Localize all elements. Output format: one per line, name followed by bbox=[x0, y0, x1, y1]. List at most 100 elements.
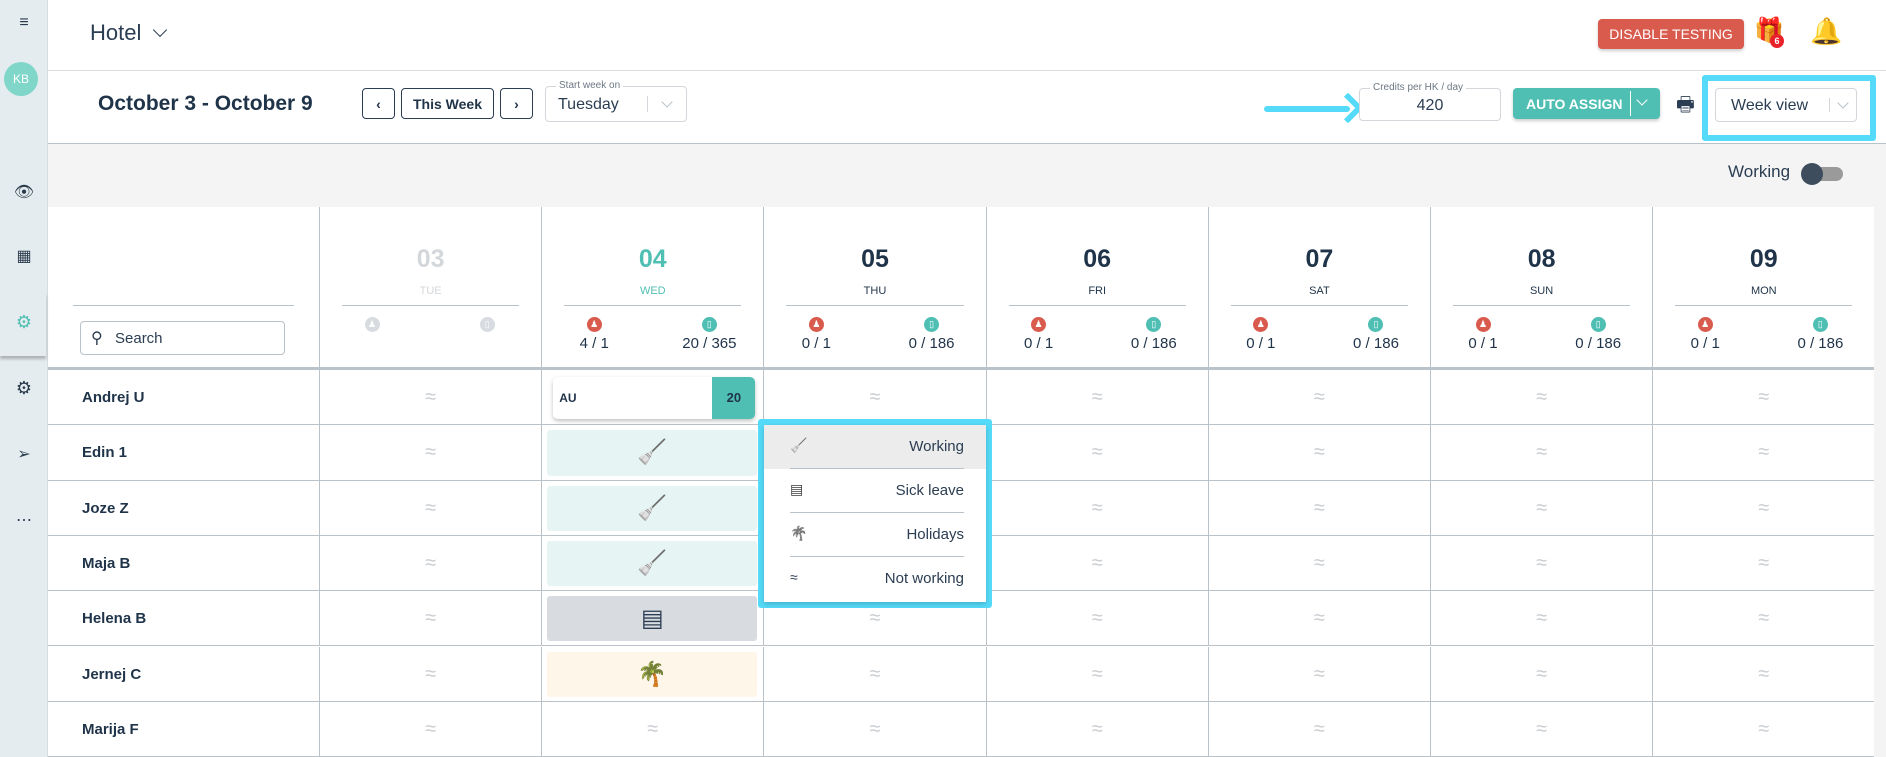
disable-testing-button[interactable]: DISABLE TESTING bbox=[1598, 19, 1744, 49]
rooms-stat: ▯ 0 / 186 bbox=[1780, 317, 1860, 352]
schedule-cell[interactable]: ≈ bbox=[1207, 480, 1430, 536]
search-input[interactable]: ⚲ Search bbox=[80, 321, 285, 355]
working-block[interactable]: 🧹 bbox=[547, 540, 758, 587]
room-icon: ▯ bbox=[1146, 317, 1162, 332]
schedule-cell[interactable]: ≈ bbox=[1207, 701, 1430, 757]
printer-icon[interactable]: 🖶 bbox=[1676, 94, 1695, 116]
divider bbox=[1675, 305, 1853, 306]
credits-per-hk-input[interactable]: Credits per HK / day 420 bbox=[1359, 82, 1501, 121]
top-bar: Hotel DISABLE TESTING 🎁 6 🔔 bbox=[48, 0, 1886, 71]
schedule-cell[interactable]: ≈ bbox=[763, 591, 985, 647]
schedule-cell[interactable]: 🧹 bbox=[541, 535, 763, 592]
table-row: Andrej U ≈ AU 20 ≈ ≈ ≈ ≈ ≈ bbox=[48, 370, 1874, 426]
schedule-cell[interactable]: ≈ bbox=[1652, 535, 1874, 592]
employee-name: Joze Z bbox=[82, 499, 129, 517]
status-option-holidays[interactable]: 🌴 Holidays bbox=[764, 513, 986, 557]
chevron-down-icon[interactable] bbox=[1636, 94, 1648, 106]
next-week-button[interactable]: › bbox=[500, 88, 533, 119]
assignment-card[interactable]: AU 20 bbox=[553, 377, 756, 419]
housekeeper-icon: ♟ bbox=[1697, 317, 1713, 332]
schedule-cell[interactable]: ≈ bbox=[1207, 535, 1430, 592]
schedule-cell[interactable]: ≈ bbox=[1652, 425, 1874, 481]
schedule-cell[interactable]: ≈ bbox=[763, 701, 985, 757]
schedule-cell[interactable]: ≈ bbox=[985, 480, 1208, 536]
schedule-cell[interactable]: ≈ bbox=[985, 535, 1208, 592]
schedule-cell[interactable]: ≈ bbox=[1652, 370, 1874, 426]
this-week-button[interactable]: This Week bbox=[401, 88, 494, 119]
schedule-cell[interactable]: 🧹 bbox=[541, 425, 763, 481]
avatar[interactable]: KB bbox=[4, 62, 38, 96]
schedule-cell[interactable]: ≈ bbox=[1652, 591, 1874, 647]
working-filter-label: Working bbox=[1728, 162, 1791, 181]
schedule-cell[interactable]: AU 20 bbox=[541, 370, 763, 426]
gift-box-icon[interactable]: 🎁 6 bbox=[1754, 17, 1784, 48]
sick-leave-block[interactable]: ▤ bbox=[547, 596, 758, 642]
not-working-icon: ≈ bbox=[1758, 496, 1770, 519]
not-working-icon: ≈ bbox=[425, 386, 437, 409]
schedule-cell[interactable]: ≈ bbox=[1430, 591, 1652, 647]
schedule-cell[interactable]: ≈ bbox=[1652, 701, 1874, 757]
status-option-not-working[interactable]: ≈ Not working bbox=[764, 557, 986, 601]
menu-icon[interactable]: ≡ bbox=[19, 14, 29, 31]
not-working-icon: ≈ bbox=[647, 717, 659, 740]
settings-icon[interactable]: ⚙ bbox=[15, 378, 33, 398]
schedule-cell[interactable]: ≈ bbox=[1430, 370, 1652, 426]
send-icon[interactable]: ➢ bbox=[17, 446, 31, 463]
settings-icon-active[interactable]: ⚙ bbox=[15, 312, 33, 332]
schedule-cell[interactable]: ≈ bbox=[985, 701, 1208, 757]
more-icon[interactable]: ⋯ bbox=[16, 512, 32, 529]
divider bbox=[1630, 91, 1631, 116]
schedule-cell[interactable]: ≈ bbox=[319, 646, 541, 702]
schedule-cell[interactable]: ≈ bbox=[985, 646, 1208, 702]
schedule-cell[interactable]: ≈ bbox=[319, 425, 541, 481]
eye-icon[interactable]: 👁 bbox=[13, 184, 35, 201]
start-week-select[interactable]: Start week on Tuesday bbox=[545, 80, 687, 122]
schedule-cell[interactable]: ≈ bbox=[1652, 646, 1874, 702]
holiday-block[interactable]: 🌴 bbox=[547, 651, 758, 697]
schedule-cell[interactable]: ≈ bbox=[1430, 535, 1652, 592]
working-toggle[interactable] bbox=[1801, 163, 1843, 185]
schedule-cell[interactable]: ≈ bbox=[1430, 480, 1652, 536]
property-selector[interactable]: Hotel bbox=[90, 20, 168, 46]
auto-assign-button[interactable]: AUTO ASSIGN bbox=[1513, 88, 1660, 119]
view-select[interactable]: Week view bbox=[1715, 88, 1857, 122]
day-header-04: 04 WED ♟ 4 / 1 ▯ 20 / 365 bbox=[541, 207, 764, 370]
schedule-cell[interactable]: ≈ bbox=[985, 370, 1208, 426]
schedule-cell[interactable]: ≈ bbox=[319, 591, 541, 647]
status-option-sick-leave[interactable]: ▤ Sick leave bbox=[764, 469, 986, 513]
working-block[interactable]: 🧹 bbox=[547, 430, 758, 476]
building-icon[interactable]: ▦ bbox=[16, 248, 32, 265]
schedule-cell[interactable]: ≈ bbox=[763, 646, 985, 702]
schedule-cell[interactable]: ≈ bbox=[319, 480, 541, 536]
schedule-cell[interactable]: ≈ bbox=[1207, 646, 1430, 702]
sidebar-active-item[interactable] bbox=[0, 293, 46, 356]
status-option-working[interactable]: 🧹 Working bbox=[764, 425, 986, 469]
schedule-cell[interactable]: ≈ bbox=[1207, 591, 1430, 647]
start-week-value: Tuesday bbox=[558, 96, 619, 113]
schedule-cell[interactable]: ≈ bbox=[1207, 370, 1430, 426]
schedule-cell[interactable]: ≈ bbox=[985, 591, 1208, 647]
bell-icon[interactable]: 🔔 bbox=[1810, 16, 1843, 46]
day-header-08: 08 SUN ♟ 0 / 1 ▯ 0 / 186 bbox=[1430, 207, 1653, 370]
schedule-cell[interactable]: ≈ bbox=[319, 701, 541, 757]
schedule-cell[interactable]: ≈ bbox=[763, 370, 985, 426]
day-number: 06 bbox=[1083, 245, 1112, 273]
schedule-cell[interactable]: ≈ bbox=[1430, 425, 1652, 481]
property-name: Hotel bbox=[90, 20, 142, 45]
schedule-cell[interactable]: 🧹 bbox=[541, 480, 763, 536]
schedule-cell[interactable]: 🌴 bbox=[541, 646, 763, 702]
not-working-icon: ≈ bbox=[1536, 607, 1548, 630]
schedule-cell[interactable]: ≈ bbox=[1207, 425, 1430, 481]
working-block[interactable]: 🧹 bbox=[547, 485, 758, 531]
employee-name: Jernej C bbox=[82, 665, 142, 683]
schedule-cell[interactable]: ≈ bbox=[985, 425, 1208, 481]
schedule-cell[interactable]: ▤ bbox=[541, 591, 763, 647]
schedule-cell[interactable]: ≈ bbox=[319, 535, 541, 592]
schedule-cell[interactable]: ≈ bbox=[1652, 480, 1874, 536]
prev-week-button[interactable]: ‹ bbox=[362, 88, 395, 119]
schedule-cell[interactable]: ≈ bbox=[1430, 701, 1652, 757]
schedule-cell[interactable]: ≈ bbox=[319, 370, 541, 426]
schedule-cell[interactable]: ≈ bbox=[541, 701, 763, 757]
schedule-cell[interactable]: ≈ bbox=[1430, 646, 1652, 702]
room-icon: ▯ bbox=[1368, 317, 1384, 332]
